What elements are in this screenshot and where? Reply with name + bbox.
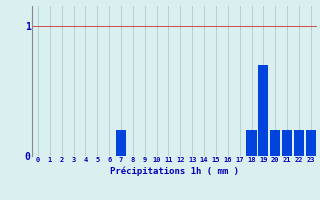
Bar — [282, 130, 292, 156]
Bar — [258, 65, 268, 156]
Bar — [116, 130, 126, 156]
Bar — [294, 130, 304, 156]
X-axis label: Précipitations 1h ( mm ): Précipitations 1h ( mm ) — [110, 166, 239, 176]
Bar — [270, 130, 280, 156]
Bar — [306, 130, 316, 156]
Bar — [246, 130, 257, 156]
